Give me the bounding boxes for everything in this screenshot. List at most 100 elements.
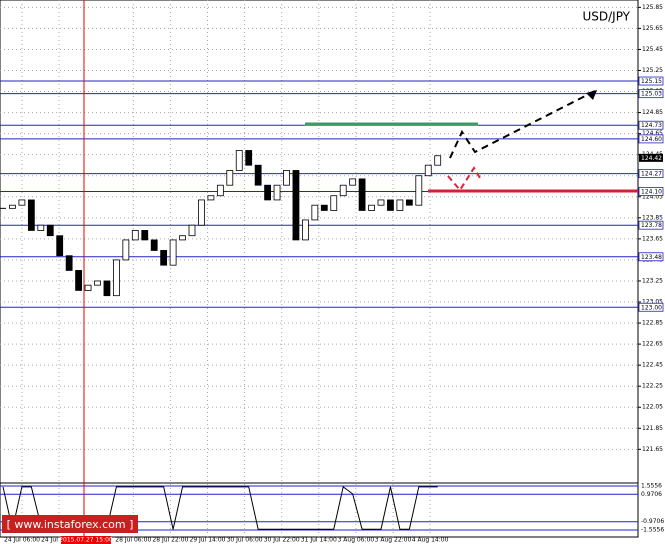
x-tick-label: 24 Jul 06:00 xyxy=(4,537,40,544)
candle xyxy=(235,150,243,171)
level-label: 125.03 xyxy=(641,91,662,98)
candle xyxy=(320,204,328,211)
candle xyxy=(415,175,423,206)
candle xyxy=(131,230,139,241)
current-price-box xyxy=(639,153,663,162)
level-box xyxy=(638,169,664,179)
candle xyxy=(113,259,120,297)
current-price-label: 124.42 xyxy=(641,155,662,162)
level-label: 123.48 xyxy=(641,254,662,261)
level-label: 124.10 xyxy=(641,189,662,196)
candle xyxy=(46,224,54,237)
candle xyxy=(169,239,177,266)
candle xyxy=(103,280,111,297)
level-box xyxy=(638,252,664,262)
marker-label: 2015.07.27 15:00 xyxy=(59,537,113,544)
candle xyxy=(339,184,347,197)
x-tick-label: 24 Jul 22:00 xyxy=(41,537,77,544)
candle xyxy=(226,170,234,186)
y-tick-label: 123.25 xyxy=(642,277,663,284)
y-tick-label: 125.45 xyxy=(642,46,663,53)
candle xyxy=(311,204,319,221)
y-tick-label: 123.65 xyxy=(642,235,663,242)
y-tick-label: 122.05 xyxy=(642,404,663,411)
candle xyxy=(245,150,253,166)
y-tick-label: 121.85 xyxy=(642,425,663,432)
candle xyxy=(349,178,357,186)
level-box xyxy=(638,302,664,312)
x-tick-label: 30 Jul 22:00 xyxy=(264,537,300,544)
level-box xyxy=(638,89,664,99)
level-box xyxy=(638,120,664,130)
x-tick-label: 3 Aug 22:00 xyxy=(375,537,412,544)
indicator-level-label: -1.5556 xyxy=(641,527,664,534)
candle xyxy=(434,155,442,166)
candle xyxy=(424,164,432,177)
candle xyxy=(216,184,224,197)
candle xyxy=(358,178,366,211)
y-tick-label: 122.65 xyxy=(642,341,663,348)
indicator-level-label: -0.9706 xyxy=(641,518,664,525)
level-box xyxy=(638,76,664,86)
candle xyxy=(94,280,101,286)
level-label: 125.15 xyxy=(641,78,662,85)
candle xyxy=(160,250,168,266)
x-tick-label: 3 Aug 06:00 xyxy=(338,537,375,544)
candle xyxy=(84,284,92,291)
x-tick-label: 31 Jul 14:00 xyxy=(301,537,337,544)
candle xyxy=(330,195,338,211)
x-tick-label: 28 Jul 22:00 xyxy=(152,537,188,544)
candle xyxy=(207,195,215,201)
y-tick-label: 122.85 xyxy=(642,320,663,327)
candle xyxy=(65,255,73,271)
candle xyxy=(283,170,290,186)
y-tick-label: 124.05 xyxy=(642,193,663,200)
candle xyxy=(9,204,16,209)
candle xyxy=(292,170,300,241)
x-tick-label: 29 Jul 14:00 xyxy=(190,537,226,544)
candle xyxy=(141,230,149,241)
y-tick-label: 125.25 xyxy=(642,67,663,74)
marker-label-box xyxy=(61,536,111,544)
indicator-level-label: 0.9706 xyxy=(641,491,662,498)
y-tick-label: 123.05 xyxy=(642,299,663,306)
candle xyxy=(387,199,394,211)
candle xyxy=(37,224,45,231)
candle xyxy=(198,199,205,226)
watermark-box xyxy=(2,515,138,533)
level-box xyxy=(638,187,664,196)
level-label: 124.73 xyxy=(641,122,662,129)
indicator-level-label: 1.5556 xyxy=(641,483,662,490)
y-tick-label: 124.85 xyxy=(642,109,663,116)
candle xyxy=(122,239,130,261)
candle xyxy=(254,164,262,186)
y-tick-label: 125.65 xyxy=(642,25,663,32)
level-box xyxy=(638,134,664,144)
candle xyxy=(188,224,196,237)
level-label: 123.78 xyxy=(641,222,662,229)
candle xyxy=(368,204,375,211)
x-tick-label: 4 Aug 14:00 xyxy=(412,537,449,544)
candle xyxy=(273,184,281,201)
forecast-path xyxy=(449,89,598,159)
candle xyxy=(179,235,186,241)
chart-title: USD/JPY xyxy=(582,10,630,24)
y-tick-label: 121.65 xyxy=(642,446,663,453)
x-tick-label: 28 Jul 06:00 xyxy=(115,537,151,544)
candle xyxy=(75,270,82,291)
candle xyxy=(150,239,158,251)
candle xyxy=(396,199,404,211)
y-tick-label: 124.65 xyxy=(642,130,663,137)
alt-path xyxy=(447,166,481,192)
candle xyxy=(18,199,26,206)
y-tick-label: 125.85 xyxy=(642,4,663,11)
y-tick-label: 122.45 xyxy=(642,362,663,369)
y-tick-label: 123.85 xyxy=(642,214,663,221)
level-label: 123.00 xyxy=(641,304,662,311)
y-tick-label: 122.25 xyxy=(642,383,663,390)
level-label: 124.27 xyxy=(641,171,662,178)
level-label: 124.60 xyxy=(641,136,662,143)
watermark-text: [ www.instaforex.com ] xyxy=(7,518,134,531)
candle xyxy=(377,199,385,206)
